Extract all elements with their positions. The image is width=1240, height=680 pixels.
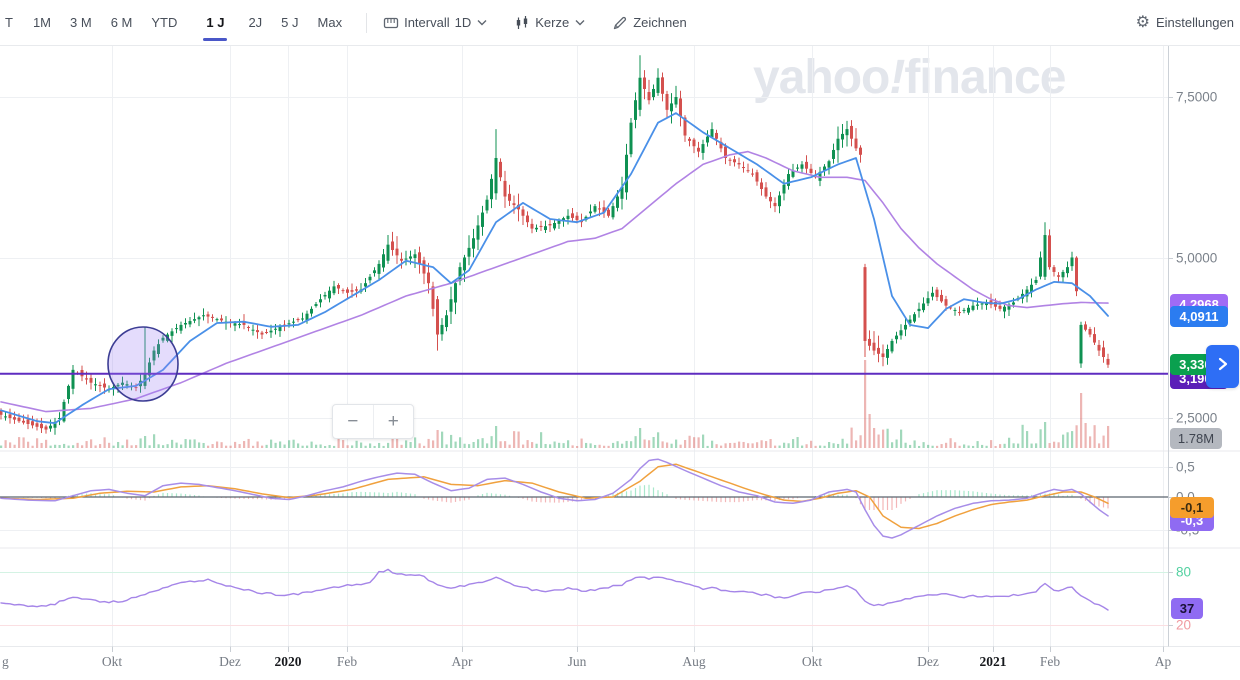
volume-value-badge: 1.78M bbox=[1170, 428, 1222, 449]
x-axis-month-label: Okt bbox=[801, 654, 823, 669]
range-button-1y-active[interactable]: 1 J bbox=[203, 13, 228, 41]
settings-button[interactable]: ⚙ Einstellungen bbox=[1135, 13, 1234, 31]
settings-label: Einstellungen bbox=[1155, 15, 1234, 30]
interval-value: 1D bbox=[454, 15, 472, 30]
range-button-1m[interactable]: 1M bbox=[32, 15, 52, 30]
yahoo-finance-watermark: yahoo!finance bbox=[753, 51, 1066, 104]
rsi-value-badge: 37 bbox=[1171, 598, 1203, 619]
x-axis-month-label: 2020 bbox=[274, 654, 302, 669]
chevron-down-icon bbox=[575, 19, 585, 26]
axis-tick-label: 20 bbox=[1176, 617, 1192, 633]
x-axis-month-label: Apr bbox=[451, 654, 473, 669]
x-axis-month-label: g bbox=[2, 654, 9, 669]
interval-ruler-icon bbox=[382, 14, 399, 31]
chevron-right-icon bbox=[1216, 356, 1230, 377]
chart-toolbar: T 1M 3 M 6 M YTD 1 J 2J 5 J Max Interval… bbox=[0, 0, 1240, 46]
x-axis-month-label: Dez bbox=[917, 654, 939, 669]
range-button-max[interactable]: Max bbox=[317, 15, 343, 30]
draw-tool-button[interactable]: Zeichnen bbox=[611, 14, 687, 31]
interval-label: Intervall bbox=[404, 15, 450, 30]
zoom-in-button[interactable]: + bbox=[387, 410, 399, 432]
chart-type-label: Kerze bbox=[535, 15, 570, 30]
x-axis-month-label: Jun bbox=[567, 654, 587, 669]
range-button-1y-label: 1 J bbox=[206, 15, 225, 30]
ma-short-value-badge: 4,0911 bbox=[1170, 306, 1228, 327]
open-panel-button[interactable] bbox=[1206, 345, 1239, 388]
axis-tick-label: 7,5000 bbox=[1176, 89, 1218, 105]
interval-dropdown[interactable]: Intervall 1D bbox=[382, 14, 487, 31]
range-button-6m[interactable]: 6 M bbox=[110, 15, 133, 30]
active-range-underline bbox=[203, 38, 228, 41]
axis-tick-label: 5,0000 bbox=[1176, 250, 1218, 266]
x-axis-month-label: Dez bbox=[219, 654, 241, 669]
gear-icon: ⚙ bbox=[1135, 13, 1150, 31]
pencil-icon bbox=[611, 14, 628, 31]
x-axis-month-label: Feb bbox=[336, 654, 358, 669]
x-axis-month-label: Aug bbox=[682, 654, 706, 669]
range-button-ytd[interactable]: YTD bbox=[151, 15, 178, 30]
x-axis-month-label: Ap bbox=[1154, 654, 1172, 669]
range-button-3m[interactable]: 3 M bbox=[70, 15, 92, 30]
draw-tool-label: Zeichnen bbox=[633, 15, 687, 30]
zoom-out-button[interactable]: − bbox=[333, 405, 374, 438]
macd-signal-badge: -0,1 bbox=[1170, 497, 1214, 518]
x-axis-month-label: Okt bbox=[101, 654, 123, 669]
chevron-down-icon bbox=[477, 19, 487, 26]
axis-tick-label: 80 bbox=[1176, 564, 1192, 580]
x-axis-month-label: 2021 bbox=[979, 654, 1007, 669]
axis-tick-label: 0,5 bbox=[1176, 459, 1195, 475]
range-button-5y[interactable]: 5 J bbox=[281, 15, 299, 30]
chart-type-dropdown[interactable]: Kerze bbox=[513, 14, 585, 31]
candlestick-icon bbox=[513, 14, 530, 31]
range-button-1t[interactable]: T bbox=[5, 15, 13, 30]
zoom-controls: − + bbox=[332, 404, 414, 439]
toolbar-divider bbox=[366, 12, 368, 33]
range-button-2y[interactable]: 2J bbox=[248, 15, 263, 30]
axis-tick-label: 2,5000 bbox=[1176, 410, 1218, 426]
x-axis-month-label: Feb bbox=[1039, 654, 1061, 669]
